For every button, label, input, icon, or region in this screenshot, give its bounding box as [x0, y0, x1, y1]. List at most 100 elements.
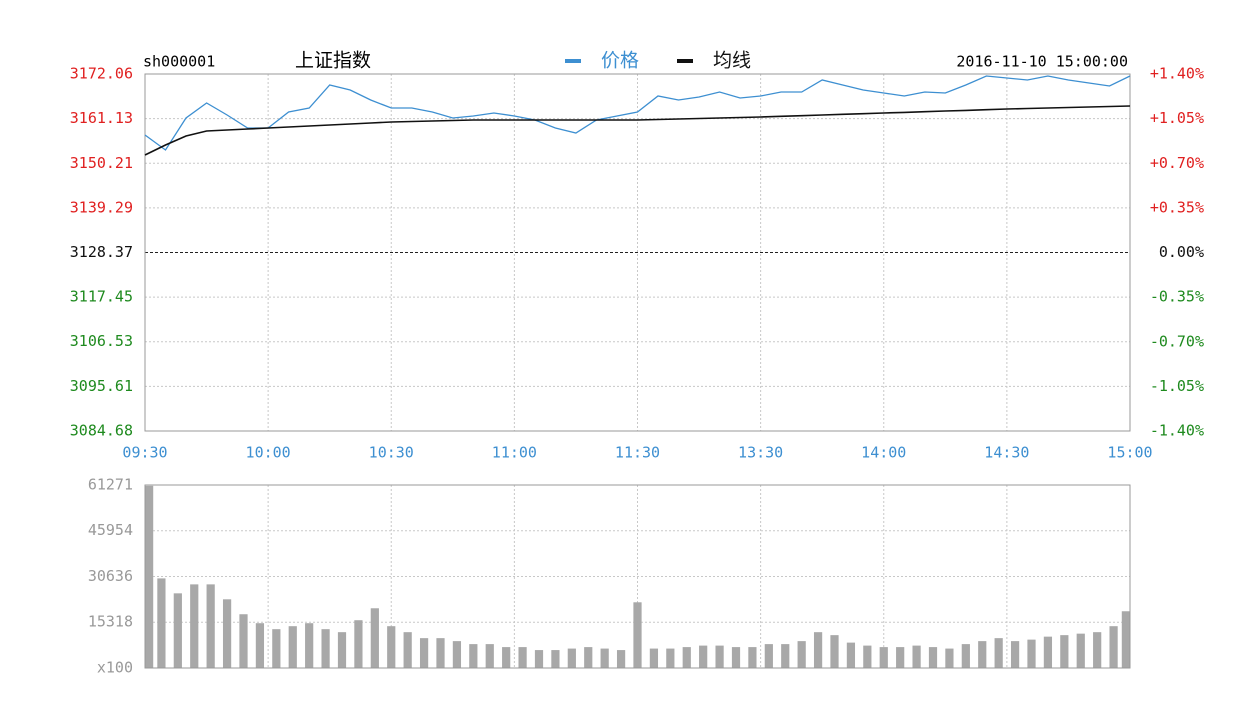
volume-bar — [666, 648, 675, 668]
volume-bar — [781, 644, 790, 668]
volume-bar — [863, 645, 872, 668]
volume-bar — [600, 648, 609, 668]
x-tick-label: 15:00 — [1107, 444, 1152, 462]
volume-bar — [830, 635, 839, 668]
x-tick-label: 10:30 — [369, 444, 414, 462]
volume-bar — [584, 647, 593, 668]
volume-bar — [436, 638, 445, 668]
volume-bar — [157, 578, 166, 668]
volume-bar — [452, 641, 462, 668]
volume-bar — [879, 647, 888, 668]
volume-bar — [715, 645, 724, 668]
volume-bar — [699, 645, 708, 668]
volume-bar — [469, 644, 478, 668]
chart-title: 上证指数 — [295, 50, 371, 72]
plot-frame — [144, 73, 1131, 432]
volume-bar — [337, 632, 347, 668]
x-tick-label: 14:30 — [984, 444, 1029, 462]
volume-bar — [896, 647, 905, 668]
y2-tick-label: 0.00% — [1159, 243, 1204, 261]
y-tick-label: 3084.68 — [70, 422, 133, 440]
volume-bar — [928, 647, 938, 668]
x-tick-label: 11:00 — [492, 444, 537, 462]
y-tick-label: 3095.61 — [70, 377, 133, 395]
volume-bar — [846, 642, 856, 668]
volume-bar — [649, 648, 659, 668]
y2-tick-label: -0.35% — [1150, 288, 1204, 306]
x-tick-label: 14:00 — [861, 444, 906, 462]
y2-tick-label: -1.05% — [1150, 377, 1204, 395]
volume-bar — [813, 632, 823, 668]
volume-bar — [616, 650, 626, 668]
x-tick-label: 11:30 — [615, 444, 660, 462]
y2-tick-label: +1.40% — [1150, 65, 1204, 83]
legend-label: 价格 — [601, 50, 639, 72]
volume-bar — [485, 644, 494, 668]
volume-bar — [354, 620, 363, 668]
volume-bar — [419, 638, 429, 668]
volume-bar — [1121, 611, 1130, 668]
volume-bar — [272, 629, 281, 668]
datetime: 2016-11-10 15:00:00 — [956, 53, 1128, 71]
y-tick-label: 3150.21 — [70, 154, 133, 172]
y2-tick-label: +0.35% — [1150, 198, 1204, 216]
y2-tick-label: -0.70% — [1150, 332, 1204, 350]
y-tick-label: 30636 — [88, 567, 133, 585]
volume-bar — [288, 626, 297, 668]
volume-bar — [173, 593, 182, 668]
volume-bar — [748, 647, 757, 668]
volume-bar — [403, 632, 412, 668]
volume-bar — [567, 648, 576, 668]
y-tick-label: 61271 — [88, 476, 133, 494]
y-tick-label: 15318 — [88, 613, 133, 631]
volume-bar — [1076, 633, 1085, 668]
volume-bar — [978, 641, 987, 668]
legend-swatch — [677, 59, 693, 63]
volume-bar — [239, 614, 248, 668]
y-tick-label: 3172.06 — [70, 65, 133, 83]
stock-code: sh000001 — [143, 53, 215, 71]
volume-bar — [1010, 641, 1020, 668]
legend-label: 均线 — [713, 50, 751, 72]
volume-bar — [222, 599, 232, 668]
volume-bar — [387, 626, 396, 668]
volume-bar — [534, 650, 544, 668]
volume-bar — [551, 650, 560, 668]
volume-bar — [994, 638, 1003, 668]
volume-bar — [255, 623, 265, 668]
volume-bar — [321, 629, 330, 668]
volume-bar — [633, 602, 642, 668]
plot-frame — [144, 484, 1131, 669]
volume-bar — [682, 647, 691, 668]
y-tick-label: x100 — [97, 659, 133, 677]
y-tick-label: 3161.13 — [70, 109, 133, 127]
y-tick-label: 45954 — [88, 521, 133, 539]
y-tick-label: 3117.45 — [70, 288, 133, 306]
y2-tick-label: +1.05% — [1150, 109, 1204, 127]
volume-bar — [912, 645, 921, 668]
volume-bar — [502, 647, 511, 668]
volume-bar — [305, 623, 314, 668]
volume-bar — [206, 584, 215, 668]
volume-bar — [961, 644, 970, 668]
y2-tick-label: +0.70% — [1150, 154, 1204, 172]
volume-bar — [731, 647, 741, 668]
volume-bar — [190, 584, 199, 668]
x-tick-label: 09:30 — [122, 444, 167, 462]
y2-tick-label: -1.40% — [1150, 422, 1204, 440]
volume-bar — [518, 647, 527, 668]
volume-bar — [1109, 626, 1118, 668]
volume-bar — [1043, 636, 1053, 668]
volume-bar — [945, 648, 954, 668]
volume-bar — [764, 644, 773, 668]
x-tick-label: 10:00 — [246, 444, 291, 462]
price-line — [144, 75, 1131, 151]
legend-swatch — [565, 59, 581, 63]
volume-bar — [370, 608, 379, 668]
volume-bar — [1060, 635, 1069, 668]
volume-bar — [1093, 632, 1102, 668]
volume-bar — [1027, 639, 1036, 668]
y-tick-label: 3128.37 — [70, 243, 133, 261]
